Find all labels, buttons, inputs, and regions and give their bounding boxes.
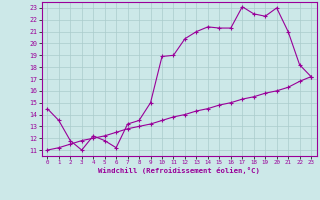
X-axis label: Windchill (Refroidissement éolien,°C): Windchill (Refroidissement éolien,°C) xyxy=(98,167,260,174)
